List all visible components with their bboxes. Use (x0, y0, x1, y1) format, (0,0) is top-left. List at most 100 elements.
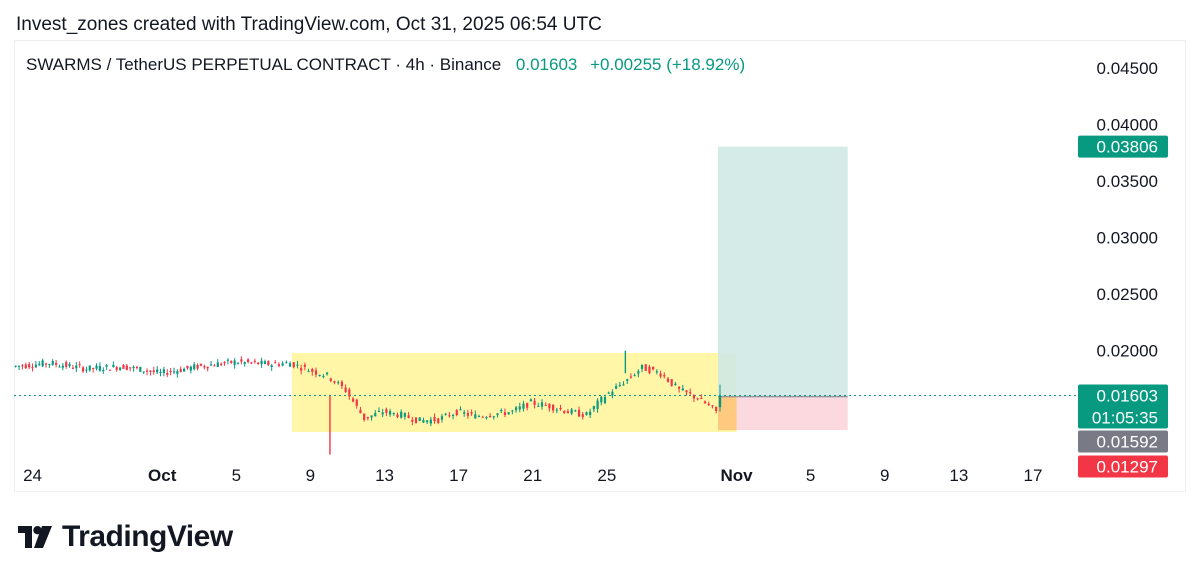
last-candle (718, 395, 722, 408)
candle (51, 361, 54, 365)
candle (370, 415, 373, 418)
candle (574, 410, 577, 412)
candle (522, 403, 525, 409)
candle (689, 392, 692, 394)
candle (292, 362, 295, 368)
candle (145, 370, 149, 372)
candle (481, 416, 484, 418)
candle (230, 360, 233, 363)
candle (176, 371, 179, 374)
x-tick-label: 5 (806, 466, 815, 485)
candle (34, 364, 37, 368)
candle (385, 409, 388, 413)
candle (92, 367, 95, 369)
target-price-label-bg (1078, 135, 1168, 158)
candle (648, 366, 651, 374)
candle (28, 364, 31, 368)
candle (388, 411, 392, 415)
candle (102, 370, 105, 372)
candle (607, 392, 610, 394)
candle (58, 366, 61, 368)
candle (260, 360, 263, 365)
candle (618, 384, 621, 386)
candle (433, 416, 436, 422)
candle (159, 371, 162, 373)
symbol-legend[interactable]: SWARMS / TetherUS PERPETUAL CONTRACT · 4… (26, 55, 745, 75)
symbol-change: +0.00255 (+18.92%) (590, 55, 746, 74)
candle (496, 413, 499, 416)
candle (21, 365, 24, 367)
target-zone (718, 146, 848, 397)
candle (220, 363, 223, 366)
candle (459, 409, 462, 411)
candle (622, 384, 625, 386)
candle (511, 410, 514, 412)
y-tick-label: 0.03500 (1097, 172, 1158, 191)
candle (533, 400, 536, 405)
candle (277, 364, 281, 367)
candle (589, 411, 592, 416)
candle (540, 402, 544, 407)
candle (44, 363, 48, 365)
candle (466, 413, 469, 416)
candle (78, 364, 81, 366)
candle (75, 365, 78, 369)
candle (381, 412, 384, 415)
candle (142, 371, 145, 373)
candle (374, 413, 377, 417)
candle (437, 418, 440, 423)
candle (196, 364, 199, 369)
candle (455, 410, 458, 416)
candle (267, 361, 270, 366)
candle (169, 371, 172, 373)
candle (85, 369, 88, 371)
candle (240, 359, 243, 362)
y-tick-label: 0.02000 (1097, 342, 1158, 361)
entry-price-label: 0.01592 (1097, 433, 1158, 452)
tradingview-logo-icon (18, 526, 52, 548)
candle (514, 407, 518, 411)
candle (422, 420, 425, 423)
candle (615, 386, 618, 389)
candle (685, 390, 688, 393)
x-tick-label: 25 (597, 466, 616, 485)
candle (470, 412, 473, 414)
candle (285, 362, 288, 364)
candle (263, 361, 267, 364)
candle (407, 415, 410, 419)
x-tick-label: 5 (232, 466, 241, 485)
candle (209, 364, 213, 366)
candle (223, 362, 226, 364)
candle (492, 416, 495, 418)
candle (670, 379, 673, 386)
candle (119, 367, 122, 370)
candle (692, 394, 696, 399)
candle (199, 363, 203, 366)
candle (139, 366, 142, 372)
candle (537, 405, 540, 407)
candle (640, 364, 644, 369)
candle (129, 367, 132, 369)
candle (677, 386, 681, 389)
candle (366, 416, 369, 419)
candle (351, 398, 355, 402)
candle (253, 360, 256, 362)
candle (403, 413, 407, 417)
candle (55, 362, 58, 365)
candle (555, 409, 558, 411)
symbol-price: 0.01603 (515, 55, 578, 74)
candle (448, 415, 451, 417)
candle (105, 365, 108, 367)
candle (152, 370, 155, 373)
candle (166, 373, 169, 375)
candle (626, 379, 629, 381)
candle (250, 362, 253, 364)
x-tick-label: 13 (949, 466, 968, 485)
candle (400, 411, 403, 418)
candle (526, 403, 529, 408)
candle (603, 396, 607, 403)
candle (41, 360, 44, 367)
tradingview-logo[interactable]: TradingView (18, 520, 233, 554)
candle (644, 364, 647, 371)
